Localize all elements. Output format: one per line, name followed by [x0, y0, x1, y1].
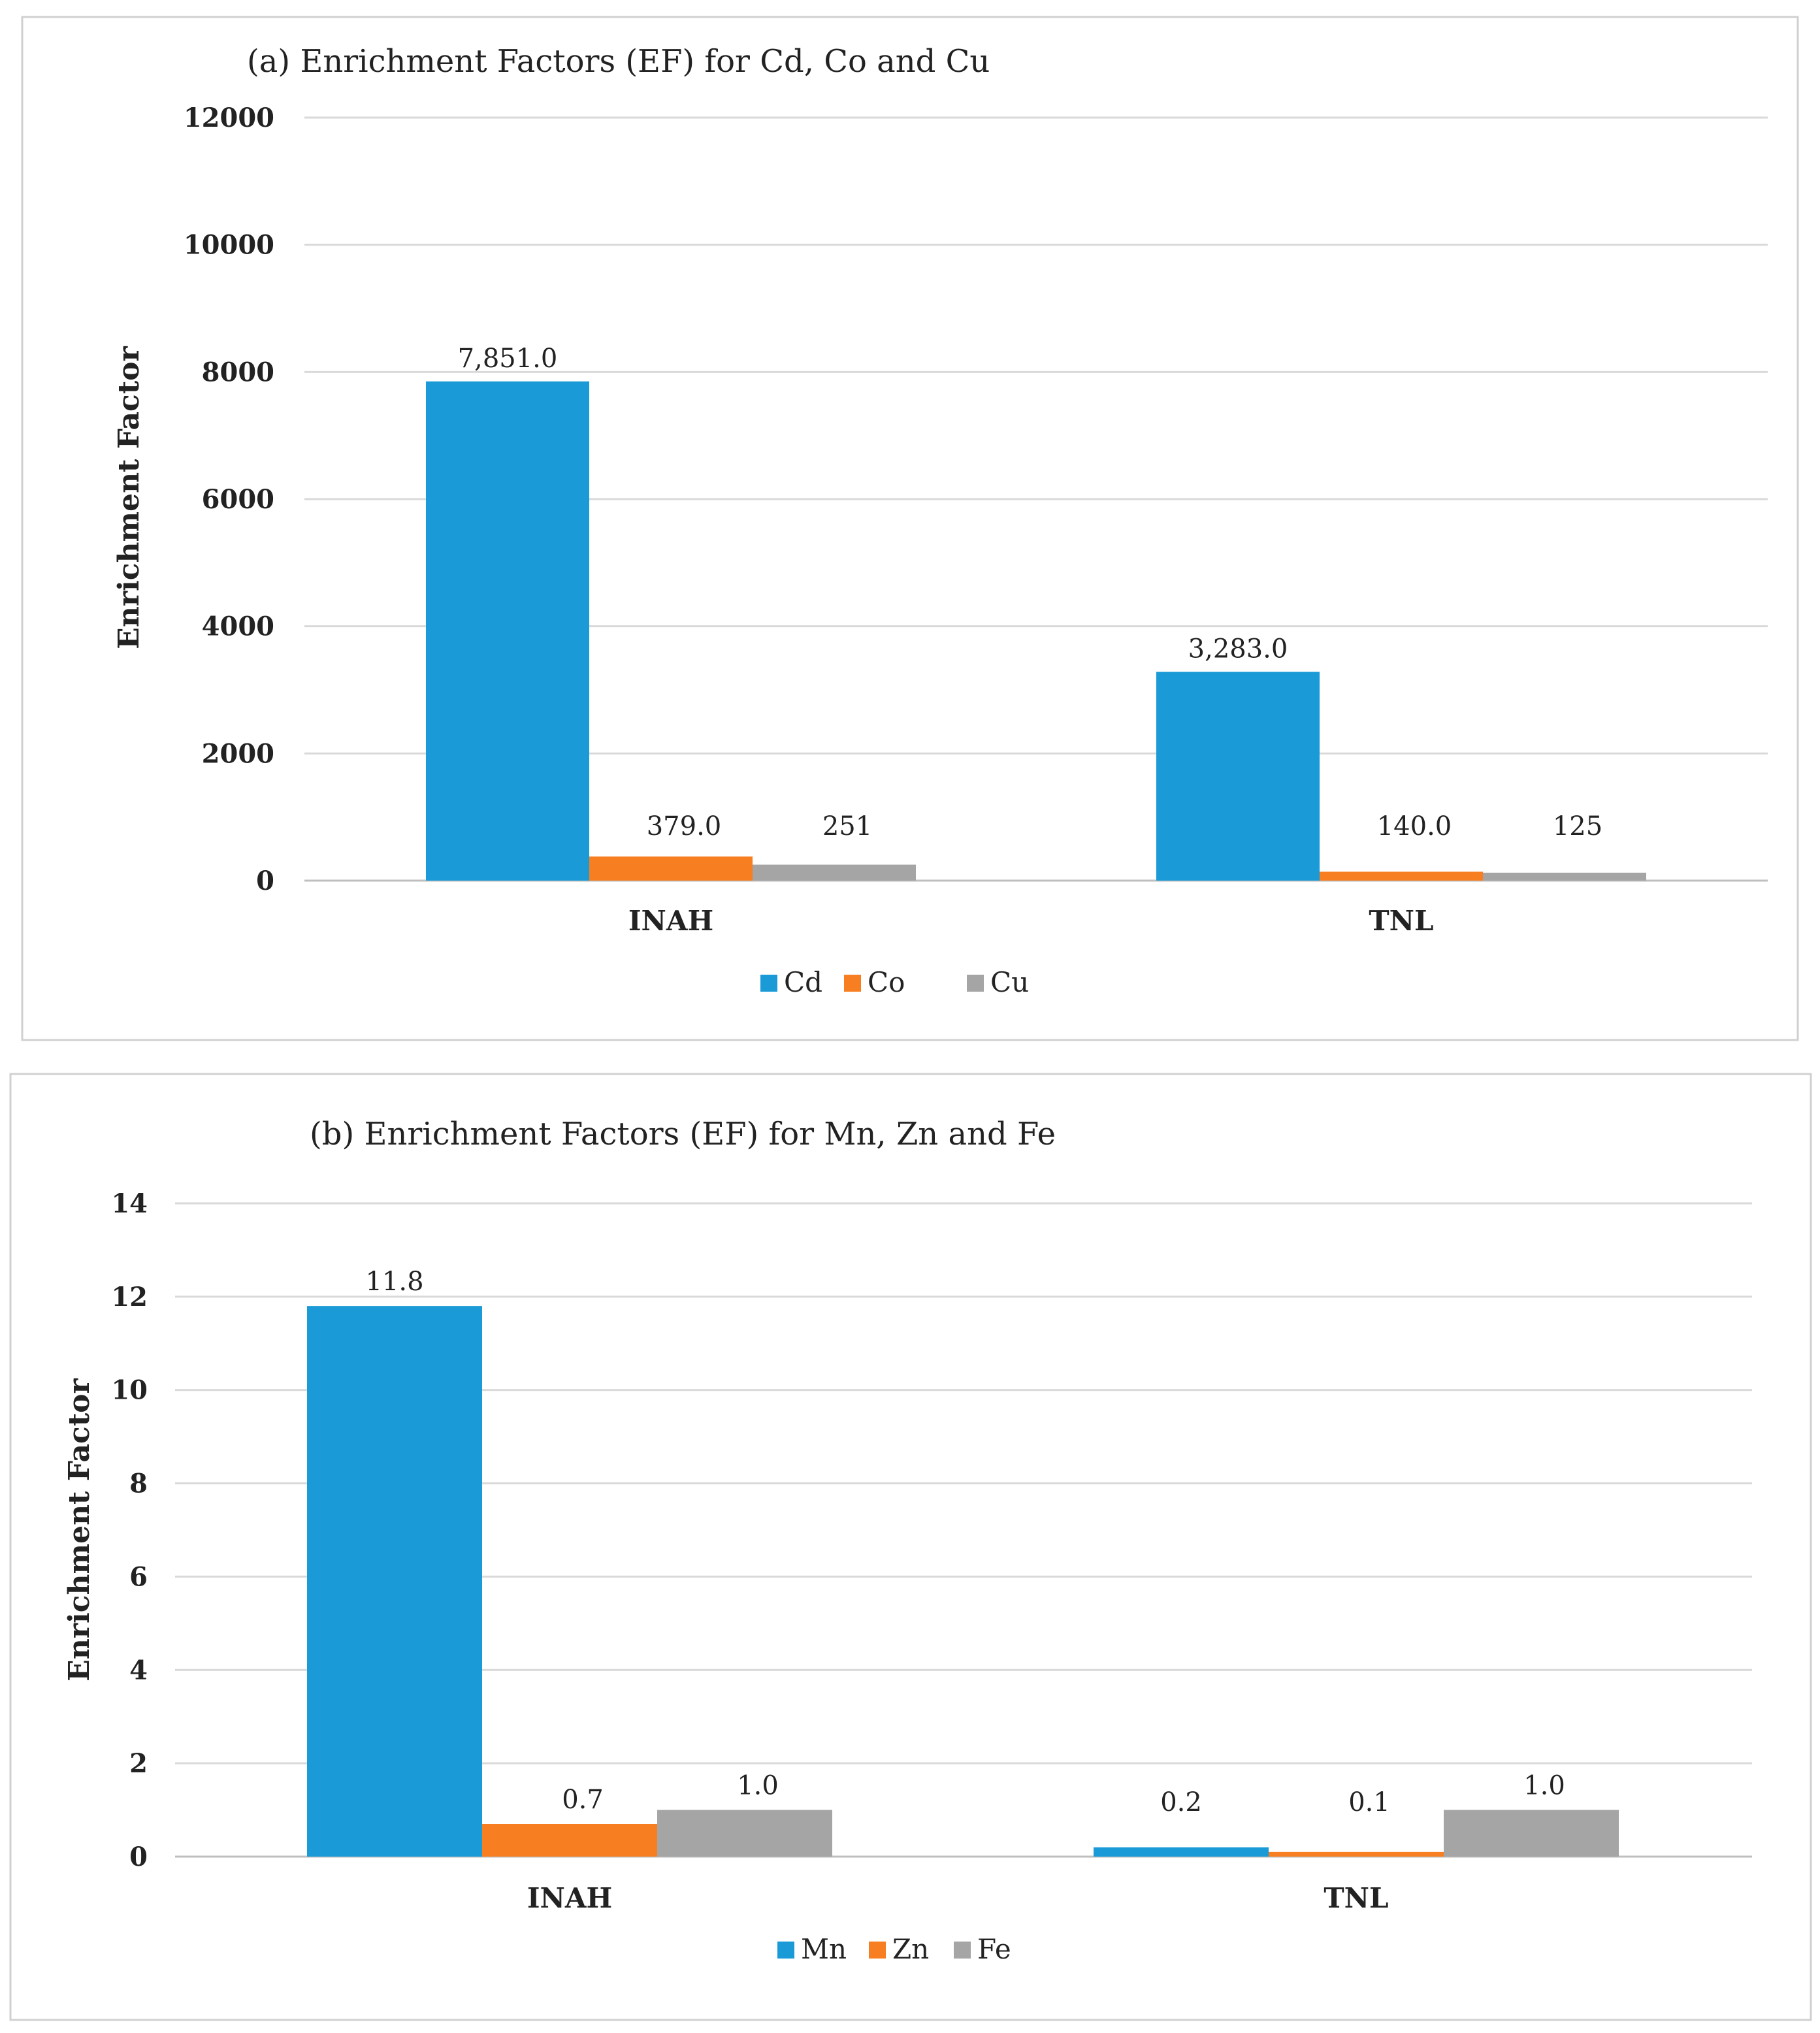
chart-b-legend-swatch-zn [869, 1942, 886, 1959]
chart-a-y-tick-label: 12000 [184, 103, 274, 133]
chart-a-y-tick-label: 6000 [202, 484, 274, 515]
chart-a-data-labels: 7,851.0 3,283.0 379.0 140.0 251 125 [458, 344, 1603, 841]
chart-a-bars [426, 381, 1646, 881]
chart-b-data-labels: 11.8 0.2 0.7 0.1 1.0 1.0 [365, 1267, 1565, 1817]
chart-b-bar-mn-inah [307, 1306, 482, 1857]
chart-a-y-tick-label: 10000 [184, 230, 274, 261]
chart-a-y-tick-label: 0 [256, 866, 274, 896]
chart-b-data-label: 0.7 [562, 1785, 604, 1815]
chart-a-bar-cu-tnl [1483, 872, 1646, 881]
chart-a-y-axis-label: Enrichment Factor [112, 346, 146, 649]
chart-b-bar-mn-tnl [1094, 1847, 1269, 1857]
chart-b-frame [9, 1073, 1812, 2021]
chart-a-y-tick-label: 4000 [202, 611, 274, 642]
chart-a-data-label: 7,851.0 [458, 344, 558, 374]
chart-a-data-label: 379.0 [647, 811, 722, 841]
chart-b-legend-swatch-mn [777, 1942, 794, 1959]
chart-b-legend-label-mn: Mn [801, 1933, 847, 1965]
chart-a-legend-swatch-co [844, 975, 861, 992]
chart-b-y-tick-label: 14 [111, 1188, 148, 1219]
chart-a-data-label: 125 [1553, 811, 1602, 841]
chart-a-legend-label-cd: Cd [784, 966, 822, 998]
chart-b-data-label: 0.1 [1348, 1787, 1390, 1817]
chart-b-y-tick-label: 2 [129, 1748, 148, 1779]
chart-a-data-label: 3,283.0 [1188, 634, 1288, 664]
chart-a-category-label: TNL [1369, 905, 1433, 937]
chart-b-y-tick-label: 6 [129, 1561, 148, 1592]
chart-b-category-label: TNL [1324, 1882, 1388, 1914]
chart-a-legend-swatch-cd [760, 975, 777, 992]
chart-b-y-tick-label: 4 [129, 1655, 148, 1685]
chart-b-y-tick-label: 12 [111, 1282, 148, 1312]
chart-a-categories: INAH TNL [628, 905, 1434, 937]
chart-b-data-label: 11.8 [365, 1267, 423, 1297]
chart-b-title: (b) Enrichment Factors (EF) for Mn, Zn a… [310, 1116, 1056, 1152]
chart-b-legend-label-fe: Fe [977, 1933, 1011, 1965]
chart-b-legend-swatch-fe [954, 1942, 971, 1959]
chart-b-y-tick-label: 0 [129, 1842, 148, 1872]
chart-b-bar-zn-inah [482, 1824, 657, 1857]
chart-b-legend: Mn Zn Fe [777, 1933, 1011, 1965]
chart-b-y-tick-label: 8 [129, 1469, 148, 1499]
chart-b-y-axis-label: Enrichment Factor [63, 1378, 96, 1681]
chart-b-categories: INAH TNL [527, 1882, 1389, 1914]
chart-a-y-ticks: 0 2000 4000 6000 8000 10000 12000 [184, 103, 274, 896]
chart-b-data-label: 1.0 [737, 1771, 779, 1801]
chart-b: (b) Enrichment Factors (EF) for Mn, Zn a… [9, 1073, 1812, 2021]
chart-a-data-label: 251 [822, 811, 872, 841]
chart-a-legend-swatch-cu [967, 975, 984, 992]
chart-a-y-tick-label: 2000 [202, 738, 274, 769]
chart-a-bar-co-tnl [1320, 871, 1483, 881]
chart-a-title: (a) Enrichment Factors (EF) for Cd, Co a… [247, 43, 990, 80]
chart-a-legend: Cd Co Cu [760, 966, 1029, 998]
chart-a-y-tick-label: 8000 [202, 357, 274, 387]
chart-a-frame [21, 16, 1799, 1041]
chart-b-y-ticks: 0 2 4 6 8 10 12 14 [111, 1188, 148, 1872]
chart-b-bar-fe-tnl [1444, 1810, 1619, 1857]
chart-b-bar-fe-inah [657, 1810, 832, 1857]
chart-b-data-label: 1.0 [1523, 1771, 1565, 1801]
chart-a-bar-cd-inah [426, 381, 589, 881]
chart-a-bar-cu-inah [753, 864, 916, 881]
chart-b-bar-zn-tnl [1269, 1851, 1444, 1857]
chart-b-legend-label-zn: Zn [892, 1933, 929, 1965]
chart-a-data-label: 140.0 [1377, 811, 1452, 841]
chart-a: (a) Enrichment Factors (EF) for Cd, Co a… [21, 16, 1799, 1041]
chart-b-category-label: INAH [527, 1882, 612, 1914]
chart-a-legend-label-cu: Cu [990, 966, 1029, 998]
chart-a-bar-co-inah [589, 856, 753, 881]
chart-b-y-tick-label: 10 [111, 1375, 148, 1406]
chart-a-legend-label-co: Co [868, 966, 905, 998]
chart-a-bar-cd-tnl [1156, 672, 1320, 881]
chart-b-data-label: 0.2 [1160, 1787, 1202, 1817]
chart-b-bars [307, 1306, 1619, 1857]
chart-a-category-label: INAH [628, 905, 713, 937]
